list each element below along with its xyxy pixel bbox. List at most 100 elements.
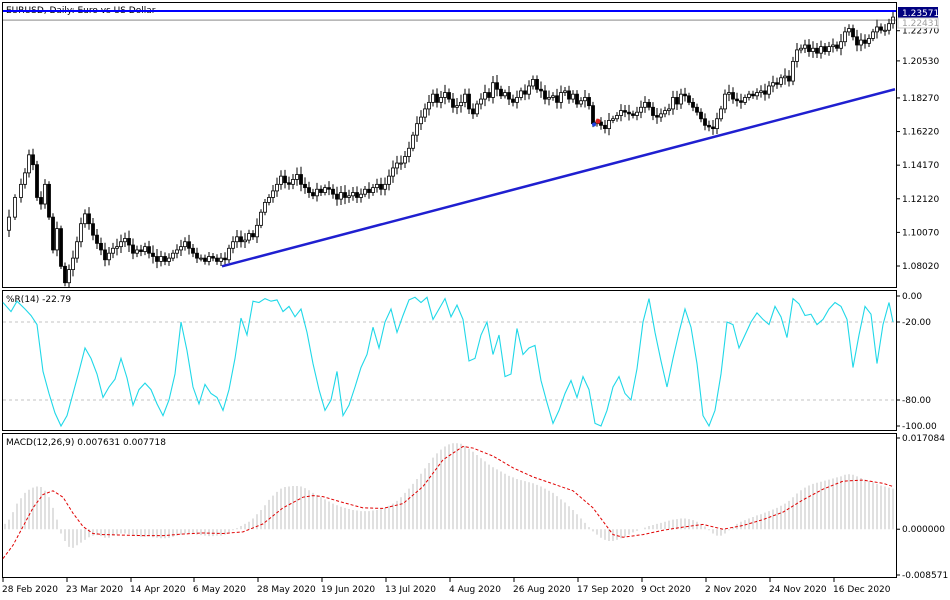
candle [759,85,763,98]
candle [327,181,331,196]
candle [283,169,287,189]
time-tick-label: 13 Jul 2020 [385,585,436,595]
candle [295,167,299,186]
wpr-axis: 0.00 -20.00 -80.00 -100.00 [896,292,937,432]
candle [247,229,251,244]
candle [707,120,711,132]
candle [611,115,615,124]
time-tick-label: 17 Sep 2020 [577,585,634,595]
candle [87,207,91,230]
candle [43,179,47,209]
candle [59,225,63,270]
candle [123,232,127,247]
price-axis: 1.22370 1.20530 1.18270 1.16220 1.14170 1.121… [896,7,939,272]
second-price-label: 1.22431 [902,19,939,29]
candle [523,84,527,101]
candle [199,254,203,262]
candle [243,233,247,249]
candle [159,250,163,267]
candle [319,185,323,197]
candle [375,178,379,193]
candle [555,88,559,109]
candle [691,98,695,112]
candle [459,94,463,113]
candle [71,250,75,277]
candle [795,43,799,68]
time-tick-label: 26 Aug 2020 [513,585,571,595]
candle [211,252,215,262]
candle [671,90,675,115]
candle [83,209,87,228]
candle [855,29,859,52]
macd-pane[interactable]: MACD(12,26,9) 0.007631 0.007718 0.017084… [2,433,949,582]
candle [743,94,747,106]
candle [171,249,175,262]
time-tick-label: 19 Jun 2020 [321,585,375,595]
candle [779,74,783,88]
candle [571,90,575,103]
wpr-pane[interactable]: %R(14) -22.79 0.00 -20.00 -80.00 -100.00 [2,290,938,433]
price-tick-label: 1.08020 [902,262,939,272]
time-tick-label: 6 May 2020 [193,585,246,595]
wpr-label: %R(14) -22.79 [6,295,71,305]
candle [79,217,83,248]
macd-signal-polyline [2,445,894,559]
candle [91,218,95,241]
macd-tick-label: 0.000000 [902,525,945,535]
candle [19,178,23,203]
price-pane[interactable]: EURUSD, Daily: Euro vs US Dollar [2,2,897,288]
candle [55,221,59,257]
candle [835,41,839,52]
candle [347,189,351,203]
candle [215,254,219,265]
candle [435,88,439,108]
candle [535,75,539,93]
candle [443,84,447,105]
candle [763,83,767,101]
candle [847,24,851,36]
price-tick-label: 1.12120 [902,195,939,205]
candle [155,249,159,269]
candle [411,131,415,152]
candle [307,181,311,198]
candle [387,169,391,191]
candle [463,88,467,108]
wpr-polyline [2,296,894,428]
candle [151,245,155,264]
candle [875,19,879,39]
trend-objects[interactable] [3,10,896,268]
candle [655,107,659,124]
candle [35,160,39,201]
candle [775,77,779,89]
candle [267,194,271,206]
candle [391,160,395,183]
candle [351,187,355,201]
candle [439,90,443,109]
candle [867,34,871,48]
time-tick-label: 4 Aug 2020 [449,585,501,595]
candle [355,186,359,203]
candle [479,93,483,110]
price-tick-label: 1.16220 [902,128,939,138]
candle [455,98,459,115]
candle [287,176,291,190]
trendline[interactable] [221,88,896,268]
candle [231,236,235,254]
candle [723,89,727,114]
time-tick-label: 28 May 2020 [257,585,316,595]
candle [111,242,115,259]
candle [783,68,787,85]
candle [659,108,663,122]
arrow-marker [592,122,596,127]
candle [13,194,17,221]
candle [195,247,199,264]
candle [627,104,631,121]
candle [527,80,531,100]
candle [255,218,259,244]
candle [583,89,587,108]
candle [799,44,803,54]
candle [615,112,619,122]
candle [139,244,143,257]
candle [431,89,435,107]
